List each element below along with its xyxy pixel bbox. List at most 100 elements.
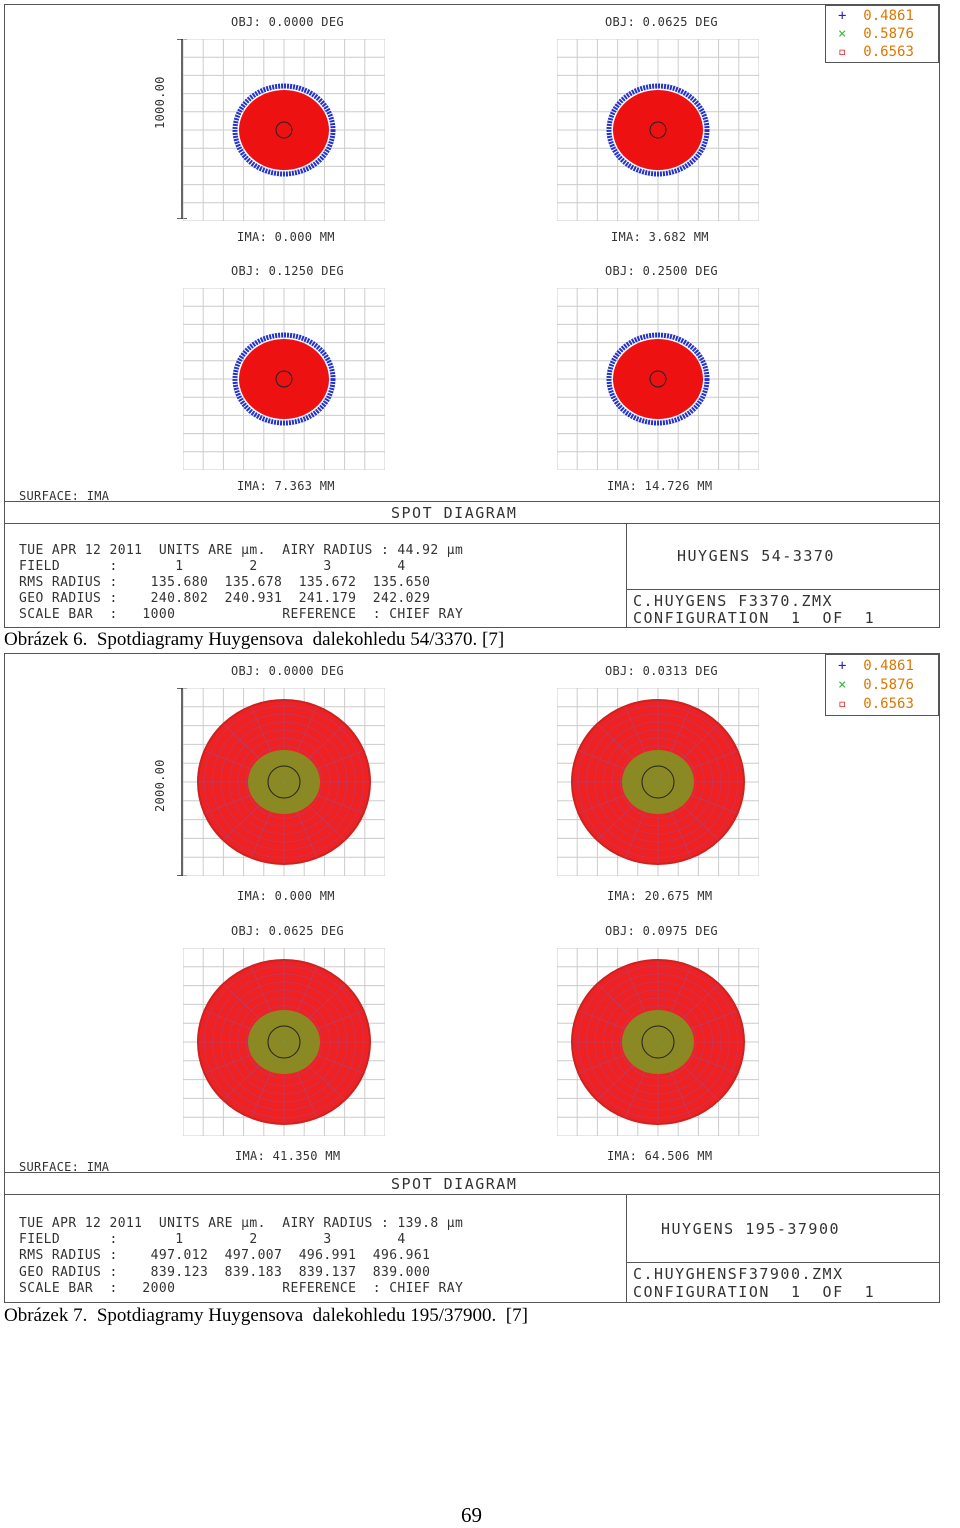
figure-caption: Obrázek 6. Spotdiagramy Huygensova dalek… (4, 629, 505, 650)
legend-row: × 0.5876 (838, 677, 914, 693)
panel-ima-label: IMA: 64.506 MM (607, 1149, 713, 1163)
configuration: CONFIGURATION 1 OF 1 (633, 609, 876, 627)
panel-obj-label: OBJ: 0.1250 DEG (231, 264, 344, 278)
panel-ima-label: IMA: 20.675 MM (607, 889, 713, 903)
legend-label: 0.5876 (863, 677, 914, 693)
spot-green-core (248, 1010, 320, 1074)
legend-row: × 0.5876 (838, 26, 914, 42)
spot-plot-field-2 (557, 39, 759, 221)
panel-ima-label: IMA: 7.363 MM (237, 479, 335, 493)
legend-label: 0.4861 (863, 658, 914, 674)
divider (626, 589, 939, 590)
info-line: SCALE BAR : 2000 REFERENCE : CHIEF RAY (19, 1281, 464, 1296)
design-name: HUYGENS 54-3370 (677, 547, 835, 565)
panel-obj-label: OBJ: 0.0625 DEG (231, 924, 344, 938)
info-line: RMS RADIUS : 135.680 135.678 135.672 135… (19, 575, 431, 590)
legend-symbol: + (838, 658, 847, 674)
spot-green-core (622, 750, 694, 814)
legend-symbol: + (838, 8, 847, 24)
panel-ima-label: IMA: 41.350 MM (235, 1149, 341, 1163)
spot-blue-ring (232, 332, 336, 426)
scale-bar (177, 39, 187, 219)
spot-red-fill (613, 90, 703, 170)
panel-obj-label: OBJ: 0.0000 DEG (231, 664, 344, 678)
spot-red-fill (239, 90, 329, 170)
spot-red-fill (613, 339, 703, 419)
spot-diagram-figure-2: OBJ: 0.0000 DEG OBJ: 0.0313 DEG IMA: 0.0… (4, 653, 940, 1303)
info-line: TUE APR 12 2011 UNITS ARE µm. AIRY RADIU… (19, 1216, 464, 1231)
panel-obj-label: OBJ: 0.2500 DEG (605, 264, 718, 278)
spot-blue-ring (606, 332, 710, 426)
panel-obj-label: OBJ: 0.0975 DEG (605, 924, 718, 938)
diagram-title: SPOT DIAGRAM (391, 504, 518, 522)
scale-bar-label: 2000.00 (153, 759, 167, 812)
spot-green-core (622, 1010, 694, 1074)
spot-green-core (248, 750, 320, 814)
info-line: GEO RADIUS : 839.123 839.183 839.137 839… (19, 1265, 431, 1280)
legend-label: 0.6563 (863, 44, 914, 60)
legend-symbol: ▫ (838, 44, 847, 60)
spot-plot-field-3 (183, 288, 385, 470)
airy-circle (275, 370, 293, 388)
divider (5, 1194, 939, 1195)
panel-obj-label: OBJ: 0.0625 DEG (605, 15, 718, 29)
info-line: FIELD : 1 2 3 4 (19, 1232, 406, 1247)
divider (626, 523, 627, 627)
legend-label: 0.6563 (863, 696, 914, 712)
airy-circle (267, 1025, 301, 1059)
airy-circle (641, 1025, 675, 1059)
airy-circle (641, 765, 675, 799)
wavelength-legend: + 0.4861 × 0.5876 ▫ 0.6563 (825, 5, 939, 63)
surface-label: SURFACE: IMA (19, 1160, 110, 1174)
panel-ima-label: IMA: 0.000 MM (237, 230, 335, 244)
page-number: 69 (461, 1503, 482, 1527)
legend-row: + 0.4861 (838, 8, 914, 24)
panel-obj-label: OBJ: 0.0313 DEG (605, 664, 718, 678)
divider (626, 1194, 627, 1302)
spot-plot-field-3 (183, 948, 385, 1136)
diagram-title: SPOT DIAGRAM (391, 1175, 518, 1193)
surface-label: SURFACE: IMA (19, 489, 110, 503)
file-name: C.HUYGHENSF37900.ZMX (633, 1265, 844, 1283)
spot-diagram-figure-1: OBJ: 0.0000 DEG OBJ: 0.0625 DEG IMA: 0.0… (4, 4, 940, 628)
airy-circle (649, 370, 667, 388)
spot-plot-field-1 (183, 39, 385, 221)
airy-circle (275, 121, 293, 139)
spot-blue-ring (606, 83, 710, 177)
panel-ima-label: IMA: 3.682 MM (611, 230, 709, 244)
legend-symbol: × (838, 677, 847, 693)
file-name: C.HUYGENS F3370.ZMX (633, 592, 834, 610)
divider (5, 1172, 939, 1173)
spot-blue-ring (232, 83, 336, 177)
legend-symbol: × (838, 26, 847, 42)
legend-symbol: ▫ (838, 696, 847, 712)
configuration: CONFIGURATION 1 OF 1 (633, 1283, 876, 1301)
info-line: RMS RADIUS : 497.012 497.007 496.991 496… (19, 1248, 431, 1263)
plot-grid (183, 288, 385, 470)
legend-row: ▫ 0.6563 (838, 44, 914, 60)
design-name: HUYGENS 195-37900 (661, 1220, 841, 1238)
info-line: FIELD : 1 2 3 4 (19, 559, 406, 574)
legend-row: ▫ 0.6563 (838, 696, 914, 712)
wavelength-legend: + 0.4861 × 0.5876 ▫ 0.6563 (825, 654, 939, 716)
airy-circle (649, 121, 667, 139)
scale-bar (177, 688, 187, 876)
figure-caption: Obrázek 7. Spotdiagramy Huygensova dalek… (4, 1305, 528, 1326)
scale-bar-label: 1000.00 (153, 76, 167, 129)
spot-plot-field-4 (557, 948, 759, 1136)
info-line: SCALE BAR : 1000 REFERENCE : CHIEF RAY (19, 607, 464, 622)
info-line: GEO RADIUS : 240.802 240.931 241.179 242… (19, 591, 431, 606)
spot-plot-field-4 (557, 288, 759, 470)
panel-ima-label: IMA: 0.000 MM (237, 889, 335, 903)
spot-plot-field-2 (557, 688, 759, 876)
spot-red-fill (239, 339, 329, 419)
divider (5, 501, 939, 502)
info-line: TUE APR 12 2011 UNITS ARE µm. AIRY RADIU… (19, 543, 464, 558)
panel-obj-label: OBJ: 0.0000 DEG (231, 15, 344, 29)
legend-label: 0.5876 (863, 26, 914, 42)
legend-row: + 0.4861 (838, 658, 914, 674)
divider (5, 523, 939, 524)
divider (626, 1262, 939, 1263)
panel-ima-label: IMA: 14.726 MM (607, 479, 713, 493)
legend-label: 0.4861 (863, 8, 914, 24)
